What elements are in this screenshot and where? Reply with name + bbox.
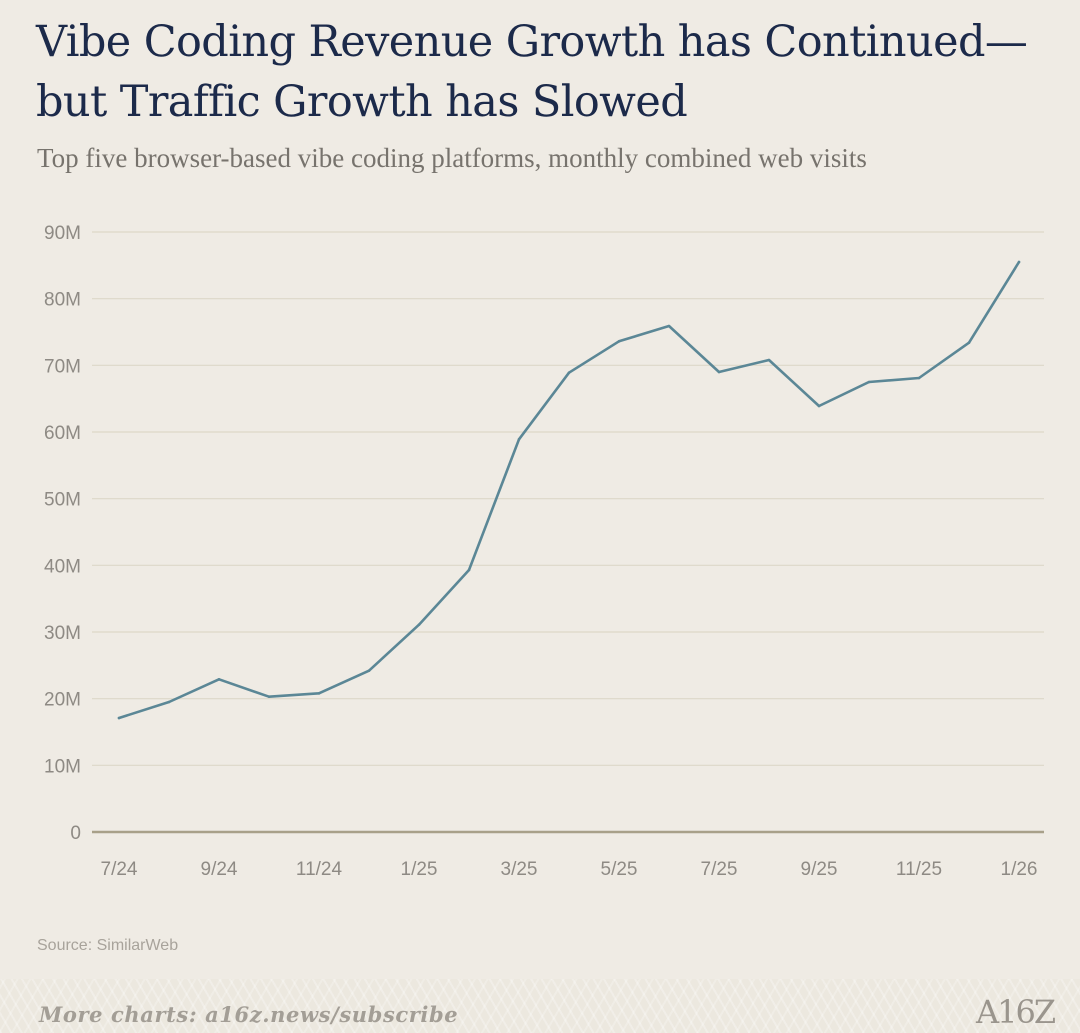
data-point <box>117 716 121 720</box>
series-line <box>117 260 1021 720</box>
chart-title: Vibe Coding Revenue Growth has Continued… <box>36 17 1028 127</box>
y-tick-label: 80M <box>44 290 81 311</box>
data-point <box>867 380 871 384</box>
y-tick-label: 20M <box>44 690 81 711</box>
data-point <box>667 324 671 328</box>
x-tick-label: 7/24 <box>101 859 138 880</box>
y-tick-label: 90M <box>44 223 81 244</box>
data-point <box>467 568 471 572</box>
y-tick-label: 30M <box>44 623 81 644</box>
x-tick-label: 9/24 <box>201 859 238 880</box>
data-point <box>817 404 821 408</box>
data-point <box>517 438 521 441</box>
y-tick-label: 60M <box>44 423 81 444</box>
x-tick-label: 1/26 <box>1001 859 1038 880</box>
data-point <box>217 678 221 681</box>
x-tick-label: 3/25 <box>501 859 538 880</box>
chart-subtitle: Top five browser-based vibe coding platf… <box>37 143 867 173</box>
x-tick-label: 1/25 <box>401 859 438 880</box>
data-point <box>617 340 621 343</box>
x-tick-label: 9/25 <box>801 859 838 880</box>
subscribe-link[interactable]: More charts: a16z.news/subscribe <box>39 1002 459 1027</box>
data-point <box>567 371 571 374</box>
footer-bar <box>0 979 1080 1033</box>
x-tick-label: 5/25 <box>601 859 638 880</box>
x-tick-label: 11/24 <box>296 859 343 880</box>
a16z-logo: A16Z <box>976 993 1056 1031</box>
x-tick-label: 7/25 <box>701 859 738 880</box>
data-point <box>1017 260 1021 264</box>
data-point <box>917 376 921 380</box>
data-point <box>367 669 371 672</box>
data-point <box>967 341 971 344</box>
data-point <box>167 700 171 704</box>
data-point <box>317 692 321 695</box>
data-point <box>717 370 721 374</box>
data-point <box>267 695 271 698</box>
source-note: Source: SimilarWeb <box>37 937 179 954</box>
y-tick-label: 0 <box>70 823 81 844</box>
y-tick-label: 10M <box>44 756 81 777</box>
data-point <box>767 358 771 362</box>
data-point <box>417 623 421 626</box>
y-tick-label: 50M <box>44 490 81 511</box>
line-chart: 0 10M 20M 30M 40M 50M 60M 70M 80M 90M 7/24 9/24 11/2… <box>44 223 1044 880</box>
y-tick-label: 70M <box>44 356 81 377</box>
y-tick-label: 40M <box>44 556 81 577</box>
x-tick-label: 11/25 <box>896 859 942 880</box>
